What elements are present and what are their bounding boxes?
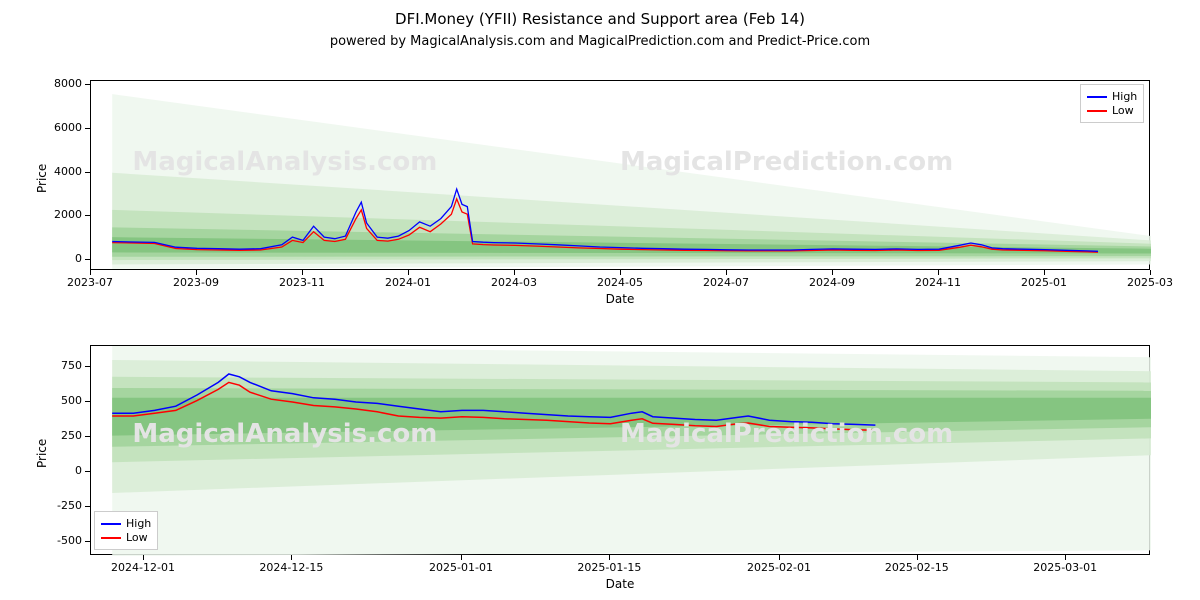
y-tick [85, 506, 90, 507]
y-tick-label: 6000 [54, 121, 82, 134]
x-tick-label: 2025-03-01 [1030, 561, 1100, 574]
legend-swatch [1087, 110, 1107, 112]
x-tick-label: 2024-05 [585, 276, 655, 289]
x-axis-label: Date [90, 292, 1150, 306]
x-tick-label: 2025-03 [1115, 276, 1185, 289]
x-tick-label: 2025-01-15 [574, 561, 644, 574]
x-tick [779, 555, 780, 560]
legend-swatch [1087, 96, 1107, 98]
x-tick [461, 555, 462, 560]
y-tick-label: 250 [61, 429, 82, 442]
x-tick [832, 270, 833, 275]
legend: HighLow [1080, 84, 1144, 123]
y-tick-label: -500 [57, 534, 82, 547]
x-tick [1065, 555, 1066, 560]
legend-label: Low [1112, 104, 1134, 117]
x-tick [90, 270, 91, 275]
legend-item: Low [101, 531, 151, 544]
y-tick [85, 366, 90, 367]
y-tick-label: 750 [61, 359, 82, 372]
y-tick [85, 84, 90, 85]
x-tick [291, 555, 292, 560]
x-tick [1150, 270, 1151, 275]
x-tick [196, 270, 197, 275]
x-tick [408, 270, 409, 275]
legend-label: High [1112, 90, 1137, 103]
legend-item: High [1087, 90, 1137, 103]
y-tick-label: 500 [61, 394, 82, 407]
x-tick-label: 2024-01 [373, 276, 443, 289]
bottom-chart-panel [90, 345, 1150, 555]
y-axis-label: Price [35, 439, 49, 468]
x-tick-label: 2024-12-15 [256, 561, 326, 574]
x-tick-label: 2025-02-01 [744, 561, 814, 574]
x-tick-label: 2024-07 [691, 276, 761, 289]
legend: HighLow [94, 511, 158, 550]
x-tick-label: 2024-03 [479, 276, 549, 289]
x-tick-label: 2024-09 [797, 276, 867, 289]
figure: DFI.Money (YFII) Resistance and Support … [0, 0, 1200, 600]
x-tick [302, 270, 303, 275]
top-chart-panel [90, 80, 1150, 270]
plot-svg [91, 346, 1151, 556]
x-tick [620, 270, 621, 275]
y-tick-label: 4000 [54, 165, 82, 178]
legend-swatch [101, 523, 121, 525]
y-tick [85, 541, 90, 542]
x-tick-label: 2023-11 [267, 276, 337, 289]
y-tick [85, 259, 90, 260]
y-tick [85, 436, 90, 437]
x-tick [726, 270, 727, 275]
x-tick-label: 2024-11 [903, 276, 973, 289]
legend-item: Low [1087, 104, 1137, 117]
y-axis-label: Price [35, 164, 49, 193]
y-tick [85, 172, 90, 173]
y-tick [85, 401, 90, 402]
x-tick-label: 2024-12-01 [108, 561, 178, 574]
y-tick-label: -250 [57, 499, 82, 512]
x-tick [143, 555, 144, 560]
x-tick-label: 2025-01-01 [426, 561, 496, 574]
y-tick [85, 471, 90, 472]
x-tick [514, 270, 515, 275]
x-tick-label: 2025-02-15 [882, 561, 952, 574]
plot-svg [91, 81, 1151, 271]
chart-subtitle: powered by MagicalAnalysis.com and Magic… [0, 34, 1200, 49]
y-tick-label: 0 [75, 464, 82, 477]
x-tick-label: 2023-07 [55, 276, 125, 289]
y-tick-label: 2000 [54, 208, 82, 221]
x-axis-label: Date [90, 577, 1150, 591]
y-tick [85, 215, 90, 216]
x-tick-label: 2023-09 [161, 276, 231, 289]
x-tick [1044, 270, 1045, 275]
x-tick [917, 555, 918, 560]
legend-swatch [101, 537, 121, 539]
y-tick-label: 8000 [54, 77, 82, 90]
legend-item: High [101, 517, 151, 530]
legend-label: High [126, 517, 151, 530]
x-tick [938, 270, 939, 275]
y-tick-label: 0 [75, 252, 82, 265]
x-tick [609, 555, 610, 560]
x-tick-label: 2025-01 [1009, 276, 1079, 289]
chart-title: DFI.Money (YFII) Resistance and Support … [0, 10, 1200, 28]
legend-label: Low [126, 531, 148, 544]
y-tick [85, 128, 90, 129]
